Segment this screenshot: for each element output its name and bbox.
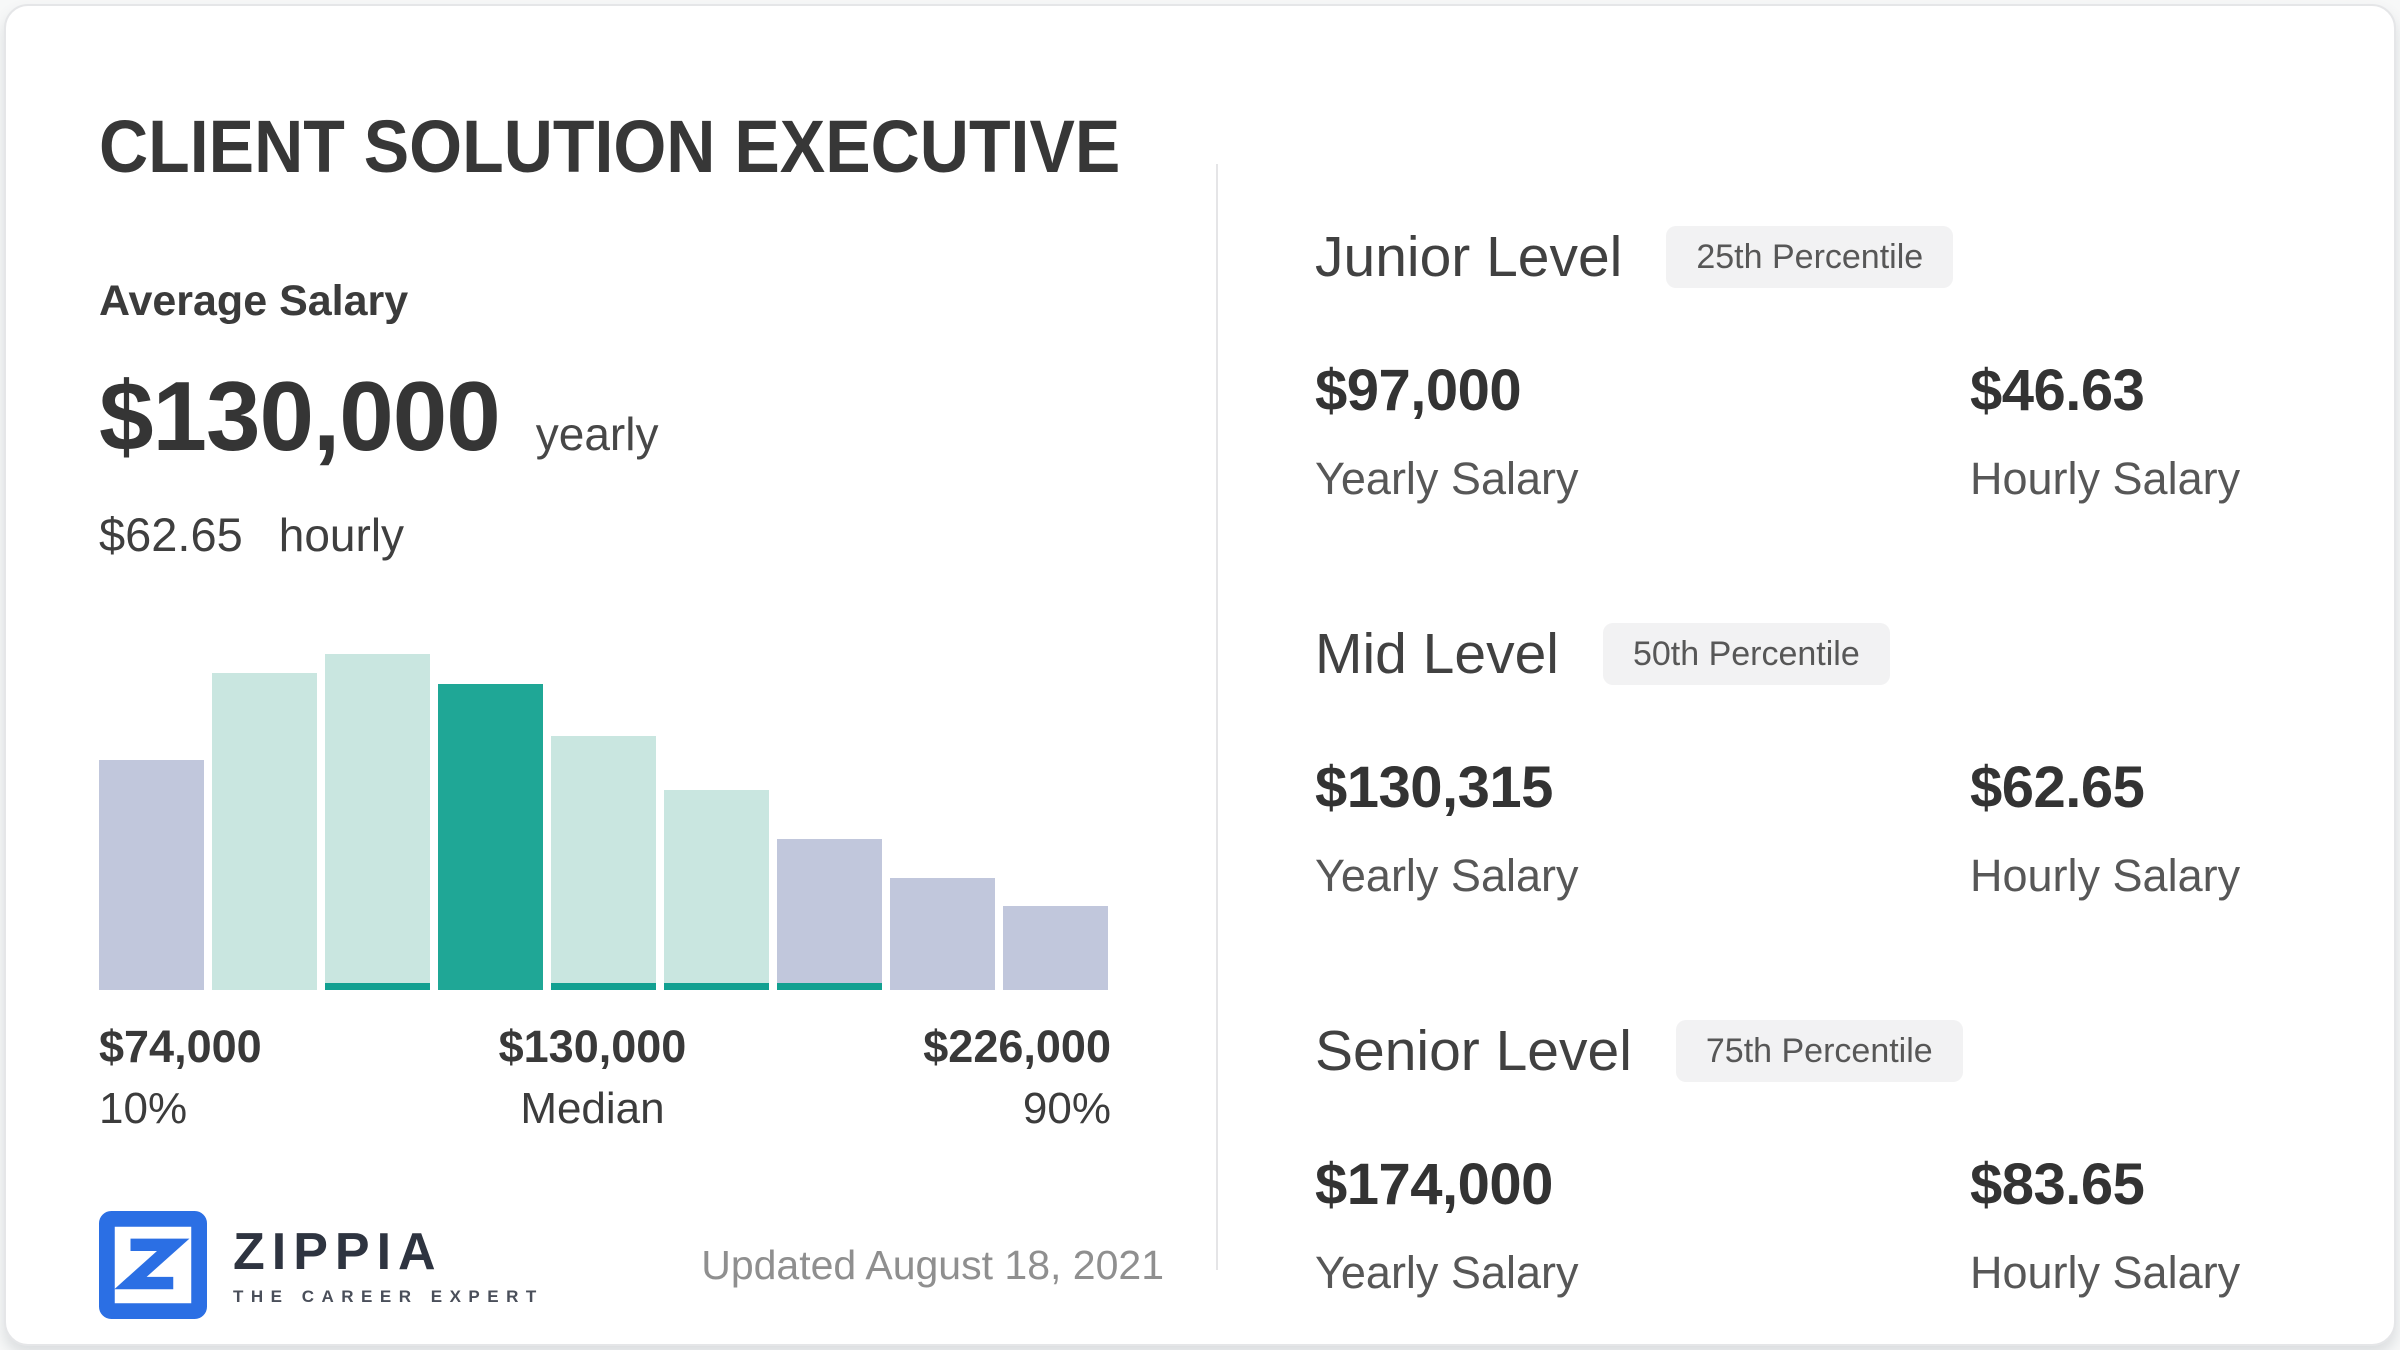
histogram-bar bbox=[1003, 906, 1108, 990]
axis-10th-percent: 10% bbox=[99, 1084, 188, 1133]
hourly-cell: $46.63 Hourly Salary bbox=[1970, 358, 2394, 504]
level-header: Senior Level 75th Percentile bbox=[1315, 1020, 2394, 1082]
histogram-bar bbox=[664, 790, 769, 990]
hourly-salary-label: Hourly Salary bbox=[1970, 850, 2241, 901]
zippia-logo-icon bbox=[99, 1211, 207, 1319]
level-block-junior: Junior Level 25th Percentile $97,000 Yea… bbox=[1315, 226, 2394, 501]
zippia-tagline: THE CAREER EXPERT bbox=[233, 1286, 544, 1306]
zippia-logo-text: ZIPPIA THE CAREER EXPERT bbox=[233, 1226, 544, 1305]
histogram-bar bbox=[99, 760, 204, 990]
axis-90th-value: $226,000 bbox=[923, 1021, 1111, 1072]
average-hourly-value: $62.65 bbox=[99, 508, 243, 561]
yearly-salary-value: $130,315 bbox=[1315, 755, 1553, 820]
axis-label-90th: $226,000 90% bbox=[923, 1024, 1111, 1131]
salary-distribution-chart bbox=[99, 654, 1111, 990]
hourly-salary-label: Hourly Salary bbox=[1970, 453, 2241, 504]
hourly-cell: $62.65 Hourly Salary bbox=[1970, 755, 2394, 901]
percentile-badge: 75th Percentile bbox=[1675, 1020, 1963, 1082]
hourly-salary-value: $46.63 bbox=[1970, 358, 2145, 423]
hourly-salary-label: Hourly Salary bbox=[1970, 1247, 2241, 1298]
histogram-bar bbox=[551, 736, 656, 990]
left-column: CLIENT SOLUTION EXECUTIVE Average Salary… bbox=[6, 6, 1164, 1344]
level-name: Junior Level bbox=[1315, 224, 1623, 289]
average-yearly-value: $130,000 bbox=[99, 361, 501, 471]
right-column: Junior Level 25th Percentile $97,000 Yea… bbox=[1218, 6, 2394, 1344]
page-title: CLIENT SOLUTION EXECUTIVE bbox=[99, 105, 1121, 188]
histogram-bar bbox=[890, 878, 995, 990]
level-block-senior: Senior Level 75th Percentile $174,000 Ye… bbox=[1315, 1020, 2394, 1295]
histogram-bar bbox=[438, 684, 543, 990]
percentile-badge: 50th Percentile bbox=[1602, 623, 1890, 685]
yearly-cell: $174,000 Yearly Salary bbox=[1315, 1152, 1970, 1298]
axis-median-value: $130,000 bbox=[498, 1021, 687, 1072]
level-header: Junior Level 25th Percentile bbox=[1315, 226, 2394, 288]
level-name: Mid Level bbox=[1315, 621, 1559, 686]
average-hourly-row: $62.65 hourly bbox=[99, 511, 1164, 558]
card-footer: ZIPPIA THE CAREER EXPERT Updated August … bbox=[99, 1211, 1164, 1319]
chart-x-axis: $74,000 10% $130,000 Median $226,000 90% bbox=[99, 1024, 1111, 1131]
average-salary-label: Average Salary bbox=[99, 277, 409, 325]
average-yearly-row: $130,000 yearly bbox=[99, 367, 1164, 465]
level-block-mid: Mid Level 50th Percentile $130,315 Yearl… bbox=[1315, 623, 2394, 898]
zippia-logo[interactable]: ZIPPIA THE CAREER EXPERT bbox=[99, 1211, 544, 1319]
yearly-salary-value: $97,000 bbox=[1315, 358, 1522, 423]
yearly-salary-label: Yearly Salary bbox=[1315, 453, 1579, 504]
axis-10th-value: $74,000 bbox=[99, 1021, 262, 1072]
yearly-salary-label: Yearly Salary bbox=[1315, 1247, 1579, 1298]
axis-label-10th: $74,000 10% bbox=[99, 1024, 262, 1131]
axis-median-percent: Median bbox=[520, 1084, 665, 1133]
yearly-salary-label: Yearly Salary bbox=[1315, 850, 1579, 901]
vertical-divider bbox=[1216, 164, 1218, 1270]
percentile-badge: 25th Percentile bbox=[1666, 226, 1954, 288]
level-values: $97,000 Yearly Salary $46.63 Hourly Sala… bbox=[1315, 358, 2394, 504]
histogram-bar bbox=[325, 654, 430, 990]
yearly-salary-value: $174,000 bbox=[1315, 1152, 1553, 1217]
average-hourly-unit: hourly bbox=[278, 509, 405, 561]
histogram-bar bbox=[777, 839, 882, 990]
updated-date: Updated August 18, 2021 bbox=[701, 1241, 1164, 1288]
level-name: Senior Level bbox=[1315, 1018, 1632, 1083]
yearly-cell: $97,000 Yearly Salary bbox=[1315, 358, 1970, 504]
hourly-salary-value: $83.65 bbox=[1970, 1152, 2145, 1217]
average-yearly-unit: yearly bbox=[535, 408, 659, 460]
zippia-wordmark: ZIPPIA bbox=[233, 1222, 443, 1281]
level-header: Mid Level 50th Percentile bbox=[1315, 623, 2394, 685]
hourly-cell: $83.65 Hourly Salary bbox=[1970, 1152, 2394, 1298]
axis-90th-percent: 90% bbox=[1022, 1084, 1111, 1133]
yearly-cell: $130,315 Yearly Salary bbox=[1315, 755, 1970, 901]
level-values: $130,315 Yearly Salary $62.65 Hourly Sal… bbox=[1315, 755, 2394, 901]
level-values: $174,000 Yearly Salary $83.65 Hourly Sal… bbox=[1315, 1152, 2394, 1298]
histogram-bar bbox=[212, 673, 317, 990]
hourly-salary-value: $62.65 bbox=[1970, 755, 2145, 820]
salary-infographic-card: CLIENT SOLUTION EXECUTIVE Average Salary… bbox=[4, 4, 2396, 1346]
axis-label-median: $130,000 Median bbox=[499, 1024, 687, 1131]
